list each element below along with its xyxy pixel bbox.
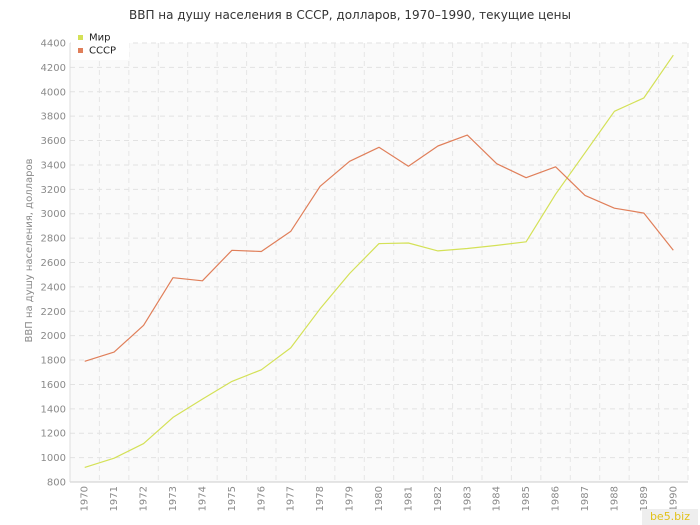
data-point [437,145,439,147]
data-point [260,250,262,252]
y-tick-label: 3800 [41,112,66,123]
legend[interactable]: Мир СССР [71,30,129,60]
y-tick-label: 3200 [41,185,66,196]
x-tick-label: 1976 [256,486,267,511]
data-point [260,369,262,371]
data-point [231,249,233,251]
legend-label[interactable]: Мир [89,33,110,44]
x-tick-label: 1988 [609,486,620,511]
data-point [290,230,292,232]
data-point [525,241,527,243]
data-point [643,97,645,99]
data-point [172,416,174,418]
x-axis: 1970 1971 1972 1973 1974 1975 1976 1977 1978 1979… [80,486,680,511]
data-point [378,146,380,148]
x-tick-label: 1970 [80,486,91,511]
y-tick-label: 2600 [41,258,66,269]
data-point [201,280,203,282]
y-tick-label: 1200 [41,429,66,440]
y-tick-label: 2200 [41,307,66,318]
data-point [84,466,86,468]
data-point [290,347,292,349]
data-point [319,185,321,187]
data-point [584,152,586,154]
x-tick-label: 1981 [403,486,414,511]
data-point [672,54,674,56]
data-point [142,442,144,444]
data-point [201,398,203,400]
data-point [142,324,144,326]
data-point [496,163,498,165]
series-line-0 [84,54,674,468]
data-point [319,308,321,310]
data-point [348,272,350,274]
x-tick-label: 1977 [286,486,297,511]
x-tick-label: 1986 [551,486,562,511]
x-tick-label: 1978 [315,486,326,511]
x-tick-label: 1971 [109,486,120,511]
legend-swatch [78,48,83,53]
y-tick-label: 1800 [41,356,66,367]
data-point [584,194,586,196]
data-point [113,457,115,459]
y-tick-label: 4000 [41,87,66,98]
legend-box [71,30,129,60]
data-point [554,193,556,195]
data-point [172,277,174,279]
y-axis: 800 1000 1200 1400 1600 1800 2000 2200 2400 2600 2… [41,39,66,489]
x-tick-label: 1975 [227,486,238,511]
data-point [613,207,615,209]
data-point [525,177,527,179]
data-point [407,242,409,244]
grid-lines [69,42,689,483]
y-tick-label: 4400 [41,39,66,50]
legend-label[interactable]: СССР [89,46,116,57]
data-point [554,166,556,168]
series-lines [84,54,674,468]
series-line-1 [84,134,674,362]
data-point [466,134,468,136]
y-tick-label: 3400 [41,160,66,171]
x-tick-label: 1983 [462,486,473,511]
y-axis-title: ВВП на душу населения, долларов [24,158,35,342]
y-tick-label: 2400 [41,282,66,293]
y-tick-label: 1000 [41,453,66,464]
y-tick-label: 3000 [41,209,66,220]
data-point [643,212,645,214]
data-point [113,351,115,353]
data-point [84,360,86,362]
data-point [613,110,615,112]
data-point [378,242,380,244]
data-point [348,160,350,162]
x-tick-label: 1990 [668,486,679,511]
x-tick-label: 1989 [639,486,650,511]
legend-swatch [78,35,83,40]
x-tick-label: 1984 [492,486,503,511]
data-point [407,165,409,167]
data-point [466,247,468,249]
data-point [437,250,439,252]
chart-title: ВВП на душу населения в СССР, долларов, … [128,8,571,22]
x-tick-label: 1980 [374,486,385,511]
data-point [231,380,233,382]
data-point [496,244,498,246]
y-tick-label: 800 [47,478,66,489]
y-tick-label: 1600 [41,380,66,391]
y-tick-label: 1400 [41,404,66,415]
watermark-logo: be5.biz [641,509,698,525]
y-tick-label: 2800 [41,234,66,245]
y-tick-label: 3600 [41,136,66,147]
x-tick-label: 1987 [580,486,591,511]
x-tick-label: 1982 [433,486,444,511]
x-tick-label: 1974 [197,486,208,511]
y-tick-label: 2000 [41,331,66,342]
x-tick-label: 1973 [168,486,179,511]
x-tick-label: 1972 [139,486,150,511]
x-tick-label: 1979 [345,486,356,511]
data-point [672,249,674,251]
y-tick-label: 4200 [41,63,66,74]
x-tick-label: 1985 [521,486,532,511]
